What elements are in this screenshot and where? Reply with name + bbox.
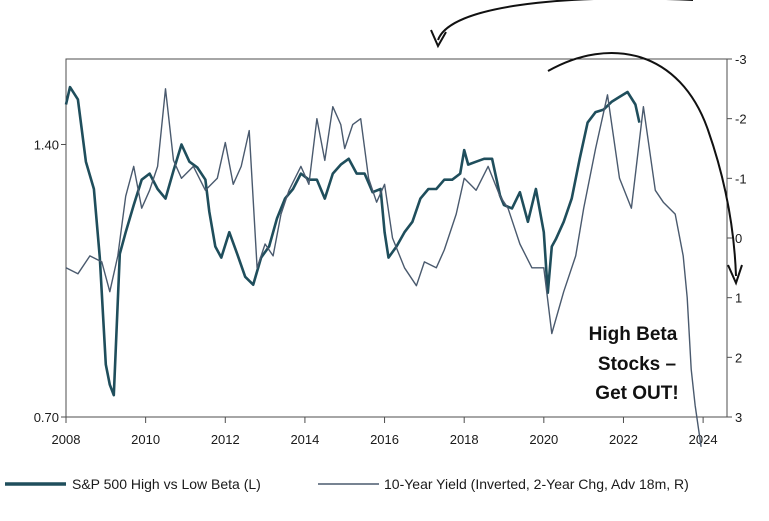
- right-tick-label-1: 1: [735, 291, 742, 306]
- left-tick-label-1.40: 1.40: [34, 137, 59, 152]
- legend-label-series-2: 10-Year Yield (Inverted, 2-Year Chg, Adv…: [384, 476, 689, 492]
- top-curved-arrow: [437, 0, 693, 41]
- legend-label-series-1: S&P 500 High vs Low Beta (L): [72, 476, 261, 492]
- x-tick-label-2008: 2008: [52, 432, 81, 447]
- callout-line-2: Stocks –: [598, 354, 676, 375]
- x-tick-label-2018: 2018: [450, 432, 479, 447]
- left-y-axis: 0.70 1.40: [34, 137, 66, 425]
- legend: S&P 500 High vs Low Beta (L) 10-Year Yie…: [5, 476, 689, 492]
- downward-curved-arrowhead: [727, 264, 743, 286]
- right-y-axis: -3 -2 -1 0 1 2 3: [727, 52, 747, 425]
- x-tick-label-2012: 2012: [211, 432, 240, 447]
- x-tick-label-2022: 2022: [609, 432, 638, 447]
- x-tick-label-2014: 2014: [290, 432, 319, 447]
- right-tick-label-2: 2: [735, 350, 742, 365]
- downward-curved-arrow: [547, 52, 737, 277]
- callout-line-3: Get OUT!: [595, 383, 678, 404]
- callout-line-1: High Beta: [589, 324, 678, 345]
- x-tick-label-2020: 2020: [529, 432, 558, 447]
- series-line-1: [64, 85, 641, 397]
- x-tick-label-2024: 2024: [689, 432, 718, 447]
- right-tick-label-0: 0: [735, 231, 742, 246]
- left-tick-label-0.70: 0.70: [34, 410, 59, 425]
- right-tick-label--3: -3: [735, 52, 747, 67]
- series-line-2: [65, 88, 702, 447]
- series-layer: [64, 85, 702, 447]
- top-curved-arrowhead: [430, 29, 447, 49]
- x-axis: 2008 2010 2012 2014 2016 2018 2020 2022 2024: [52, 417, 718, 447]
- x-tick-label-2010: 2010: [131, 432, 160, 447]
- x-tick-label-2016: 2016: [370, 432, 399, 447]
- right-tick-label-3: 3: [735, 410, 742, 425]
- right-tick-label--2: -2: [735, 112, 747, 127]
- right-tick-label--1: -1: [735, 171, 747, 186]
